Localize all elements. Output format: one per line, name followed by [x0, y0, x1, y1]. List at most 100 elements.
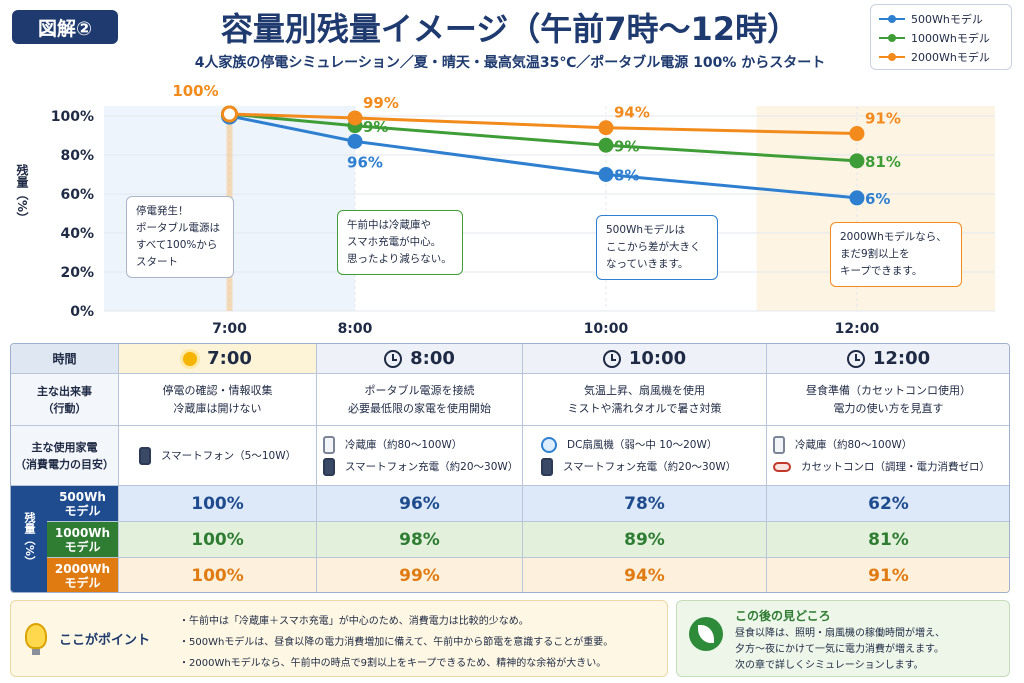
table-appliances-0: スマートフォン（5〜10W）: [119, 426, 317, 486]
next-text: 昼食以降は、照明・扇風機の稼働時間が増え、 夕方〜夜にかけて一気に電力消費が増え…: [735, 628, 945, 671]
clock-icon: [384, 349, 403, 368]
table-event-1: ポータブル電源を接続 必要最低限の家電を使用開始: [317, 374, 523, 426]
data-label: 91%: [865, 110, 901, 128]
x-tick-label: 10:00: [584, 321, 629, 337]
page-subtitle: 4人家族の停電シミュレーション／夏・晴天・最高気温35℃／ポータブル電源 100…: [194, 55, 826, 71]
legend-swatch-1000: [879, 33, 905, 43]
data-point: [220, 105, 238, 123]
remaining-500-1: 96%: [317, 486, 523, 522]
table-event-0: 停電の確認・情報収集 冷蔵庫は開けない: [119, 374, 317, 426]
point-box: ここがポイント ・午前中は「冷蔵庫＋スマホ充電」が中心のため、消費電力は比較的少…: [10, 600, 668, 677]
table-header-time-0: 7:00: [119, 344, 317, 374]
table-header-time-3: 12:00: [767, 344, 1009, 374]
data-point: [347, 110, 363, 126]
line-chart: 0% 20% 40% 60% 80% 100% 7:00 8:00 10:00 12:00 残量（%…: [15, 82, 995, 337]
data-point: [849, 153, 865, 169]
table-header-time-label: 時間: [11, 344, 119, 374]
data-label: 99%: [363, 94, 399, 112]
y-tick-label: 80%: [60, 148, 94, 164]
table-event-2: 気温上昇、扇風機を使用 ミストや濡れタオルで暑さ対策: [523, 374, 767, 426]
legend-label-1000: 1000Whモデル: [911, 31, 990, 45]
smartphone-icon: [541, 457, 553, 476]
data-point: [598, 167, 614, 182]
remaining-500-3: 62%: [767, 486, 1009, 522]
data-point: [849, 126, 865, 142]
chart-legend: 500Whモデル 1000Whモデル 2000Whモデル: [870, 4, 1012, 70]
remaining-1000-3: 81%: [767, 522, 1009, 558]
remaining-500-0: 100%: [119, 486, 317, 522]
y-tick-label: 100%: [51, 109, 94, 125]
list-item: DC扇風機（弱〜中 10〜20W）: [541, 434, 717, 456]
y-tick-label: 40%: [60, 226, 94, 242]
remaining-side-label: 残量（%）: [11, 486, 47, 592]
smartphone-icon: [139, 446, 151, 465]
remaining-1000-2: 89%: [523, 522, 767, 558]
data-label: 9%: [363, 118, 388, 136]
fan-icon: [541, 436, 557, 453]
list-item: スマートフォン充電（約20〜30W）: [323, 456, 518, 478]
y-tick-label: 0%: [70, 304, 94, 320]
data-label: 8%: [614, 167, 639, 185]
lightbulb-icon: [25, 623, 47, 655]
remaining-2000-1: 99%: [317, 558, 523, 592]
next-highlights-box: この後の見どころ 昼食以降は、照明・扇風機の稼働時間が増え、 夕方〜夜にかけて一…: [676, 600, 1010, 677]
remaining-500-2: 78%: [523, 486, 767, 522]
page-title: 容量別残量イメージ（午前7時〜12時）: [220, 10, 800, 48]
list-item: ・2000Whモデルなら、午前中の時点で9割以上をキープできるため、精神的な余裕…: [179, 658, 607, 669]
figure-badge: 図解②: [12, 10, 118, 44]
y-tick-label: 20%: [60, 265, 94, 281]
timeline-table: 時間 7:00 8:00 10:00 12:00 主な出来事 （行動） 停電の確…: [10, 343, 1010, 593]
table-header-time-2: 10:00: [523, 344, 767, 374]
list-item: 冷蔵庫（約80〜100W）: [773, 434, 912, 456]
remaining-model-2000: 2000Wh モデル: [47, 558, 119, 592]
refrigerator-icon: [323, 435, 335, 454]
callout-morning: 午前中は冷蔵庫や スマホ充電が中心。 思ったより減らない。: [337, 210, 463, 275]
remaining-2000-0: 100%: [119, 558, 317, 592]
legend-label-500: 500Whモデル: [911, 12, 983, 26]
series-line-0: [229, 114, 858, 200]
x-tick-label: 8:00: [338, 321, 373, 337]
table-header-time-1: 8:00: [317, 344, 523, 374]
legend-item-500: 500Whモデル: [879, 9, 1003, 28]
remaining-2000-2: 94%: [523, 558, 767, 592]
data-label: 100%: [172, 82, 218, 100]
callout-500-drop: 500Whモデルは ここから差が大きく なっていきます。: [596, 215, 718, 280]
list-item: ・500Whモデルは、昼食以降の電力消費増加に備えて、午前中から節電を意識するこ…: [179, 637, 614, 648]
series-line-1: [229, 112, 858, 163]
table-events-label: 主な出来事 （行動）: [11, 374, 119, 426]
data-point: [347, 133, 363, 149]
data-label: 81%: [865, 153, 901, 171]
legend-item-1000: 1000Whモデル: [879, 28, 1003, 47]
point-title: ここがポイント: [59, 633, 151, 648]
table-appliances-3: 冷蔵庫（約80〜100W） カセットコンロ（調理・電力消費ゼロ）: [767, 426, 1009, 486]
y-axis-label: 残量（%）: [15, 163, 29, 224]
data-point: [598, 137, 614, 153]
data-point: [849, 190, 865, 206]
remaining-1000-1: 98%: [317, 522, 523, 558]
remaining-2000-3: 91%: [767, 558, 1009, 592]
list-item: ・午前中は「冷蔵庫＋スマホ充電」が中心のため、消費電力は比較的少なめ。: [179, 616, 529, 627]
data-label: 6%: [865, 190, 890, 208]
smartphone-icon: [323, 457, 335, 476]
table-appliances-2: DC扇風機（弱〜中 10〜20W） スマートフォン充電（約20〜30W）: [523, 426, 767, 486]
clock-icon: [846, 349, 865, 368]
sun-icon: [183, 351, 198, 366]
series-line-2: [229, 112, 857, 136]
clock-icon: [602, 349, 621, 368]
y-tick-label: 60%: [60, 187, 94, 203]
list-item: スマートフォン充電（約20〜30W）: [541, 456, 736, 478]
list-item: スマートフォン（5〜10W）: [139, 445, 296, 467]
remaining-1000-0: 100%: [119, 522, 317, 558]
x-tick-label: 12:00: [835, 321, 880, 337]
data-label: 9%: [614, 137, 639, 155]
legend-item-2000: 2000Whモデル: [879, 47, 1003, 66]
callout-2000-keep: 2000Whモデルなら、 まだ9割以上を キープできます。: [830, 222, 962, 287]
next-title: この後の見どころ: [735, 609, 831, 623]
table-appliances-label: 主な使用家電 （消費電力の目安）: [11, 426, 119, 486]
callout-outage: 停電発生！ ポータブル電源は すべて100%から スタート: [126, 196, 234, 278]
legend-swatch-500: [879, 14, 905, 24]
x-tick-label: 7:00: [212, 321, 247, 337]
data-label: 96%: [347, 153, 383, 171]
remaining-model-500: 500Wh モデル: [47, 486, 119, 522]
refrigerator-icon: [773, 435, 785, 454]
